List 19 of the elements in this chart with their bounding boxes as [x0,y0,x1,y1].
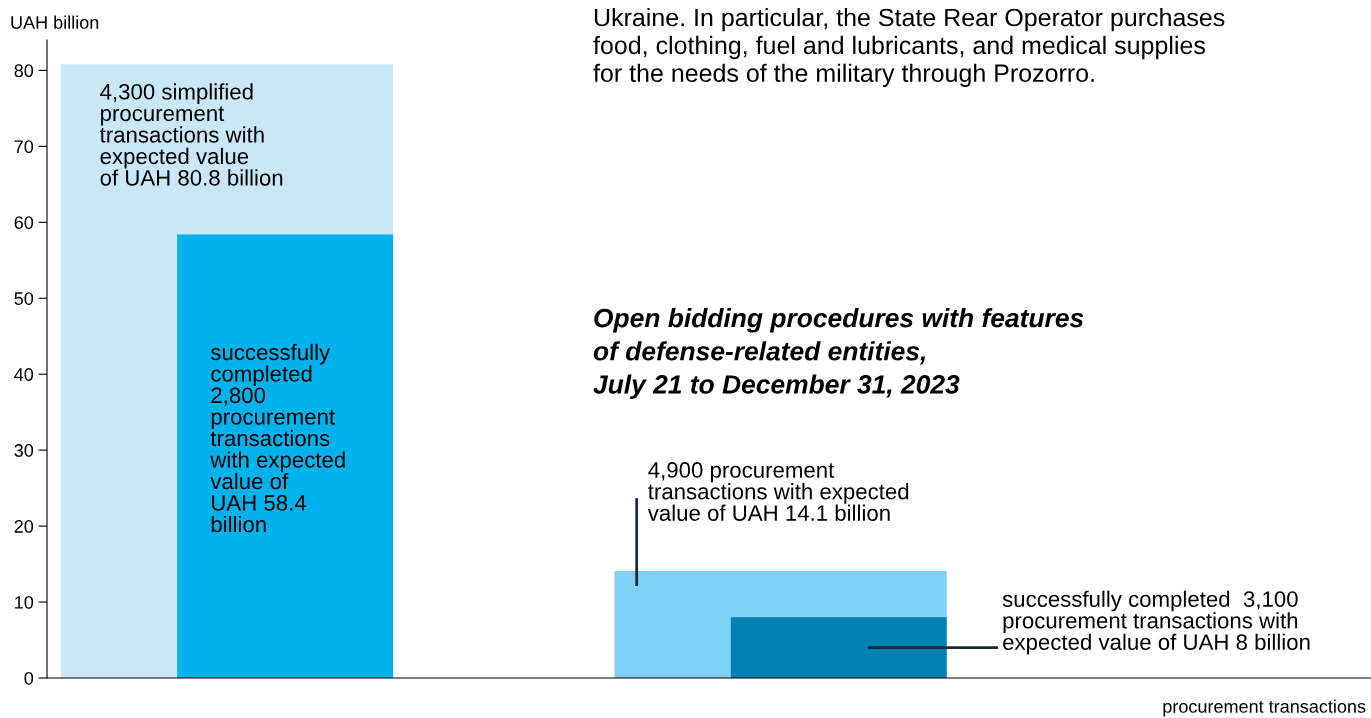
y-axis-title: UAH billion [11,15,99,29]
y-tick-label: 50 [14,292,34,305]
y-tick-label: 0 [24,671,34,685]
annotation: 4,300 simplified procurement transactions with expected value of UAH 80.8 billion [99,83,283,186]
bar [730,617,947,678]
annotation: Ukraine. In particular, the State Rear Operator purchases food, clothing, fuel and lubricants, and medical supplies for the needs of the military through Prozorro. [593,8,1225,87]
y-tick-label: 60 [14,216,34,230]
annotation: successfully completed 3,100 procurement transactions with expected value of UAH 8 billion [1002,590,1310,655]
y-tick-label: 30 [14,444,34,457]
x-axis-title: procurement transactions [1163,699,1366,717]
y-tick-label: 40 [14,368,34,381]
y-tick-label: 70 [14,140,34,154]
y-tick-label: 20 [14,520,34,533]
text: successfully completed 2,800 procurement transactions with expected value of UAH 58.4 billion [210,343,345,533]
annotation: Open bidding procedures with features of defense-related entities, July 21 to December 31, 2023 [593,308,1084,400]
annotation: 4,900 procurement transactions with expected value of UAH 14.1 billion [647,462,909,521]
y-tick-label: 10 [15,595,34,609]
y-tick-label: 80 [14,64,34,78]
bar [177,234,394,678]
